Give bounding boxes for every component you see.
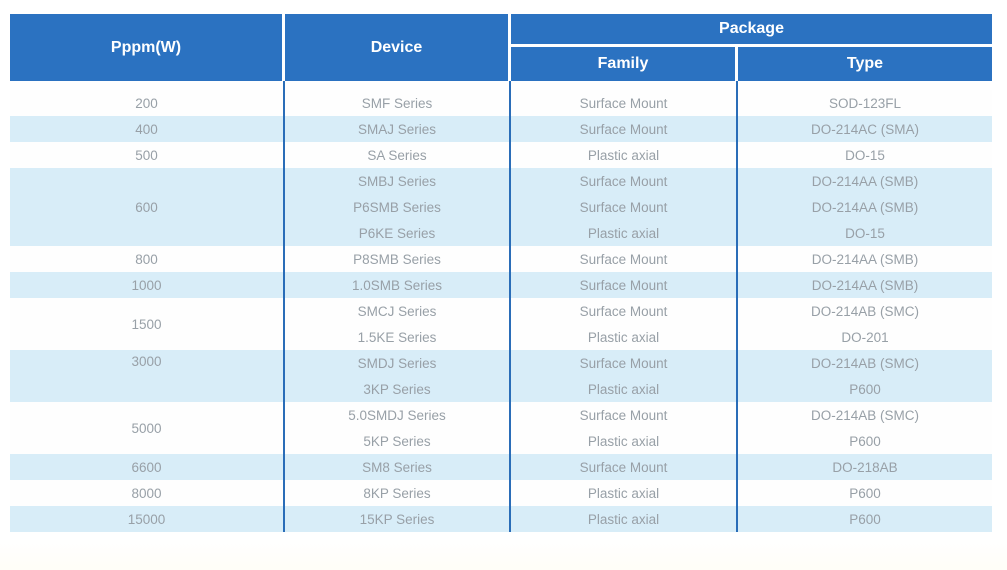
table-row: P6KE Series Plastic axial DO-15 [10, 220, 992, 246]
cell-family: Plastic axial [511, 376, 738, 402]
cell-type: P600 [738, 506, 992, 532]
cell-type: DO-214AA (SMB) [738, 246, 992, 272]
cell-device: SMF Series [285, 90, 511, 116]
cell-device: SM8 Series [285, 454, 511, 480]
table-row: 5000 5.0SMDJ Series Surface Mount DO-214AB … [10, 402, 992, 454]
cell-device: P8SMB Series [285, 246, 511, 272]
cell-family: Plastic axial [511, 428, 738, 454]
cell-pppm: 3000 [10, 350, 285, 402]
cell-family: Surface Mount [511, 168, 738, 194]
cell-pppm: 800 [10, 246, 285, 272]
cell-device: 1.5KE Series [285, 324, 511, 350]
cell-family: Plastic axial [511, 142, 738, 168]
cell-type: DO-214AC (SMA) [738, 116, 992, 142]
cell-device: 5.0SMDJ Series [285, 402, 511, 428]
table-body: 200 SMF Series Surface Mount SOD-123FL 400 SM… [10, 81, 992, 532]
cell-family: Surface Mount [511, 246, 738, 272]
table-header: Pppm(W) Device Package Family Type [10, 14, 992, 81]
cell-family: Surface Mount [511, 402, 738, 428]
table-row: 400 SMAJ Series Surface Mount DO-214AC (SMA… [10, 116, 992, 142]
cell-device: SMDJ Series [285, 350, 511, 376]
table-row: 5KP Series Plastic axial P600 [10, 428, 992, 454]
table-row: 3000 SMDJ Series Surface Mount DO-214AB (SM… [10, 350, 992, 402]
table-row: 3KP Series Plastic axial P600 [10, 376, 992, 402]
table-row: 8000 8KP Series Plastic axial P600 [10, 480, 992, 506]
cell-type: P600 [738, 376, 992, 402]
col-header-device: Device [285, 14, 511, 81]
cell-type: P600 [738, 428, 992, 454]
cell-device: SA Series [285, 142, 511, 168]
header-body-spacer-row [10, 81, 992, 90]
cell-device: SMAJ Series [285, 116, 511, 142]
cell-device: 8KP Series [285, 480, 511, 506]
spacer-cell [511, 81, 738, 90]
table-row: 600 SMBJ Series Surface Mount DO-214AA (SMB… [10, 168, 992, 246]
cell-device: SMCJ Series [285, 298, 511, 324]
table-row: 1500 SMCJ Series Surface Mount DO-214AB (SM… [10, 298, 992, 350]
cell-pppm: 500 [10, 142, 285, 168]
cell-device: P6SMB Series [285, 194, 511, 220]
tvs-package-table: Pppm(W) Device Package Family Type 200 SM… [10, 14, 992, 532]
table-row: 1.5KE Series Plastic axial DO-201 [10, 324, 992, 350]
spacer-cell [738, 81, 992, 90]
cell-pppm: 15000 [10, 506, 285, 532]
spacer-cell [285, 81, 511, 90]
cell-family: Surface Mount [511, 116, 738, 142]
cell-family: Surface Mount [511, 350, 738, 376]
table-row: P6SMB Series Surface Mount DO-214AA (SMB) [10, 194, 992, 220]
cell-type: DO-214AA (SMB) [738, 272, 992, 298]
cell-pppm: 6600 [10, 454, 285, 480]
table-row: 200 SMF Series Surface Mount SOD-123FL [10, 90, 992, 116]
spacer-cell [10, 81, 285, 90]
cell-pppm: 1500 [10, 298, 285, 350]
cell-device: 1.0SMB Series [285, 272, 511, 298]
cell-type: SOD-123FL [738, 90, 992, 116]
table-row: 800 P8SMB Series Surface Mount DO-214AA (SM… [10, 246, 992, 272]
cell-type: DO-214AA (SMB) [738, 168, 992, 194]
cell-device: P6KE Series [285, 220, 511, 246]
cell-family: Plastic axial [511, 480, 738, 506]
cell-family: Surface Mount [511, 90, 738, 116]
cell-type: DO-214AB (SMC) [738, 350, 992, 376]
table-row: 6600 SM8 Series Surface Mount DO-218AB [10, 454, 992, 480]
cell-device: 5KP Series [285, 428, 511, 454]
cell-type: DO-214AA (SMB) [738, 194, 992, 220]
table-row: 15000 15KP Series Plastic axial P600 [10, 506, 992, 532]
cell-type: DO-201 [738, 324, 992, 350]
cell-device: 3KP Series [285, 376, 511, 402]
cell-type: DO-214AB (SMC) [738, 402, 992, 428]
col-header-type: Type [738, 47, 992, 81]
cell-family: Surface Mount [511, 194, 738, 220]
cell-family: Plastic axial [511, 324, 738, 350]
cell-type: DO-214AB (SMC) [738, 298, 992, 324]
cell-pppm: 400 [10, 116, 285, 142]
cell-pppm: 8000 [10, 480, 285, 506]
cell-type: DO-218AB [738, 454, 992, 480]
cell-pppm: 1000 [10, 272, 285, 298]
cell-family: Plastic axial [511, 506, 738, 532]
cell-pppm: 600 [10, 168, 285, 246]
cell-type: P600 [738, 480, 992, 506]
col-header-package: Package [511, 14, 992, 47]
col-header-family: Family [511, 47, 738, 81]
table-row: 500 SA Series Plastic axial DO-15 [10, 142, 992, 168]
cell-type: DO-15 [738, 220, 992, 246]
cell-type: DO-15 [738, 142, 992, 168]
cell-family: Plastic axial [511, 220, 738, 246]
cell-device: SMBJ Series [285, 168, 511, 194]
cell-pppm: 200 [10, 90, 285, 116]
table-row: 1000 1.0SMB Series Surface Mount DO-214AA (… [10, 272, 992, 298]
cell-family: Surface Mount [511, 454, 738, 480]
col-header-pppm: Pppm(W) [10, 14, 285, 81]
cell-pppm: 5000 [10, 402, 285, 454]
cell-device: 15KP Series [285, 506, 511, 532]
cell-family: Surface Mount [511, 298, 738, 324]
cell-family: Surface Mount [511, 272, 738, 298]
